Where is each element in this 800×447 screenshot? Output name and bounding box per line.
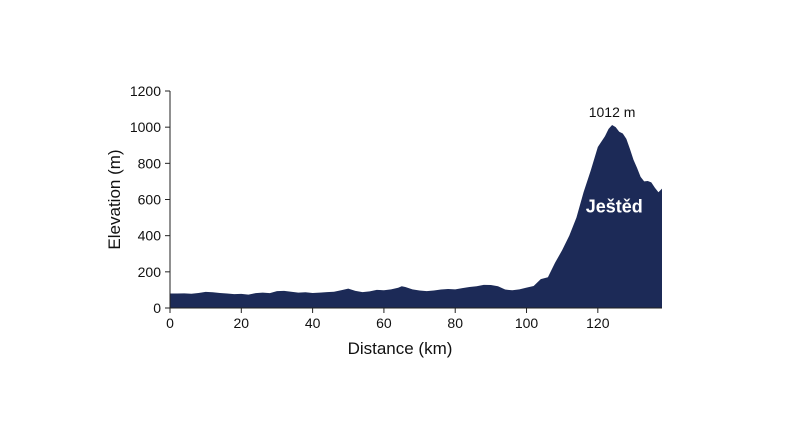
y-tick-label: 600 — [138, 192, 162, 208]
y-tick-label: 1200 — [130, 83, 161, 99]
y-tick-label: 0 — [153, 300, 161, 316]
y-tick-label: 400 — [138, 228, 162, 244]
y-axis-ticks: 0 200 400 600 800 1000 1200 — [130, 83, 170, 316]
y-tick-label: 200 — [138, 264, 162, 280]
x-tick-label: 100 — [515, 315, 539, 331]
y-tick-label: 1000 — [130, 119, 161, 135]
jested-label: Ještěd — [586, 197, 643, 217]
x-axis-ticks: 0 20 40 60 80 100 120 — [166, 308, 610, 331]
x-tick-label: 120 — [586, 315, 610, 331]
x-tick-label: 60 — [376, 315, 392, 331]
elevation-area — [170, 125, 662, 308]
x-tick-label: 40 — [305, 315, 321, 331]
x-tick-label: 20 — [234, 315, 250, 331]
peak-elevation-label: 1012 m — [589, 104, 636, 120]
y-axis-title: Elevation (m) — [105, 149, 124, 249]
x-axis-title: Distance (km) — [348, 339, 453, 358]
x-tick-label: 0 — [166, 315, 174, 331]
y-tick-label: 800 — [138, 155, 162, 171]
x-tick-label: 80 — [447, 315, 463, 331]
